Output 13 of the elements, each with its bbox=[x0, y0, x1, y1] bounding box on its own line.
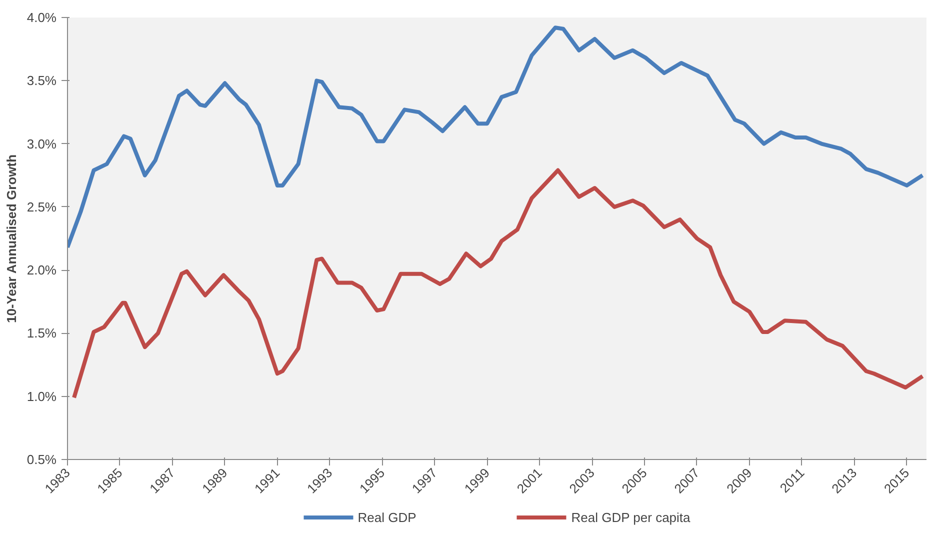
y-axis-title: 10-Year Annualised Growth bbox=[4, 154, 19, 324]
y-tick-label: 2.0% bbox=[26, 262, 57, 278]
legend-label: Real GDP bbox=[358, 510, 416, 524]
legend-label: Real GDP per capita bbox=[571, 510, 690, 524]
y-tick-label: 1.0% bbox=[26, 388, 57, 404]
y-tick-label: 0.5% bbox=[26, 452, 57, 467]
y-tick-label: 3.5% bbox=[26, 73, 57, 88]
line-series bbox=[72, 168, 925, 400]
y-tick-label: 1.5% bbox=[26, 326, 57, 341]
line-series bbox=[68, 26, 925, 250]
y-tick-label: 3.0% bbox=[26, 136, 57, 152]
y-tick-label: 2.5% bbox=[26, 199, 57, 214]
y-tick-label: 4.0% bbox=[26, 10, 57, 25]
